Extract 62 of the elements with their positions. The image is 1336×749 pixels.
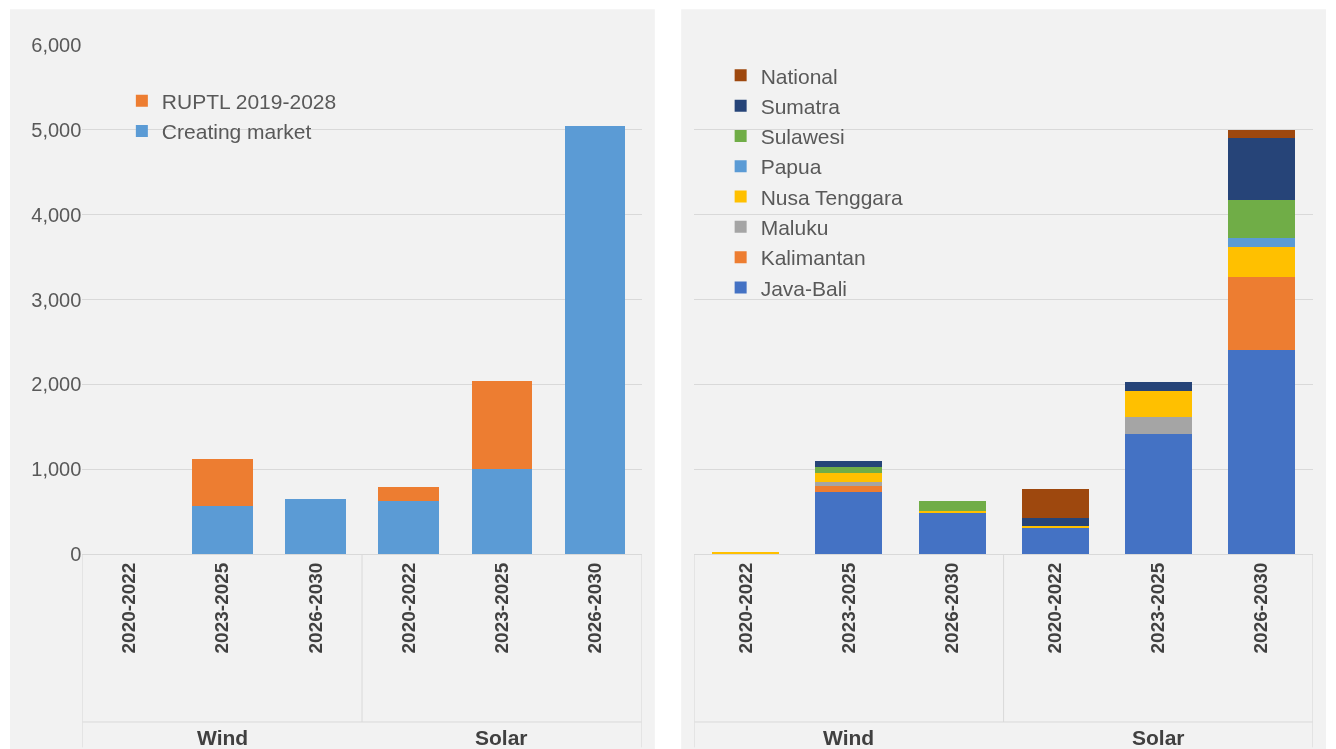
bar <box>918 500 986 512</box>
y-tick-label: 4,000 <box>31 203 82 226</box>
legend-label: Java-Bali <box>760 276 848 300</box>
legend-label: Nusa Tenggara <box>760 185 904 209</box>
text: Solar <box>1132 726 1185 749</box>
y-tick-label: 0 <box>70 543 82 565</box>
bar <box>815 491 883 554</box>
bar <box>191 459 253 507</box>
legend-label: Kalimantan <box>760 246 866 270</box>
bar <box>1021 517 1089 527</box>
bar <box>1227 199 1295 238</box>
x-tick-label: 2026-2030 <box>584 562 606 654</box>
legend-label: Sulawesi <box>760 125 845 149</box>
x-tick-label: 2020-2022 <box>118 562 140 654</box>
y-tick-label: 1,000 <box>31 458 82 481</box>
bar <box>378 486 439 501</box>
legend-label: Maluku <box>760 216 829 240</box>
bar <box>1227 350 1295 554</box>
text: Wind <box>197 726 249 749</box>
text: Solar <box>475 726 528 749</box>
legend-label: National <box>760 64 838 88</box>
x-tick-label: 2026-2030 <box>1250 562 1272 654</box>
bar <box>471 468 533 554</box>
bar <box>1227 238 1295 248</box>
x-tick-label: 2023-2025 <box>491 562 513 654</box>
legend-label: Creating market <box>161 120 312 144</box>
legend-label: Papua <box>760 155 822 179</box>
y-tick-label: 6,000 <box>31 34 82 56</box>
text: Wind <box>823 726 875 749</box>
bar <box>191 506 253 554</box>
y-tick-label: 3,000 <box>31 288 82 311</box>
bar <box>1124 434 1192 554</box>
bar <box>815 485 883 492</box>
x-tick-label: 2026-2030 <box>304 562 326 654</box>
bar <box>815 481 883 486</box>
bar <box>1124 391 1192 417</box>
bar <box>1227 247 1295 277</box>
x-tick-label: 2023-2025 <box>211 562 233 654</box>
x-tick-label: 2026-2030 <box>941 562 963 654</box>
bar <box>471 380 533 469</box>
x-tick-label: 2023-2025 <box>1147 562 1169 654</box>
bar <box>918 512 986 554</box>
bar <box>815 473 883 482</box>
x-tick-label: 2023-2025 <box>838 562 860 654</box>
legend-label: Sumatra <box>760 94 841 118</box>
bar <box>1227 138 1295 200</box>
bar <box>1227 129 1295 139</box>
bar <box>1124 382 1192 392</box>
x-tick-label: 2020-2022 <box>735 562 757 654</box>
bar <box>564 126 626 554</box>
bar <box>1227 276 1295 351</box>
bar <box>1021 527 1089 554</box>
y-tick-label: 5,000 <box>31 118 82 141</box>
legend-label: RUPTL 2019-2028 <box>161 89 337 113</box>
bar <box>378 500 439 554</box>
x-tick-label: 2020-2022 <box>397 562 419 654</box>
x-tick-label: 2020-2022 <box>1044 562 1066 654</box>
bar <box>1124 416 1192 435</box>
y-tick-label: 2,000 <box>31 373 82 396</box>
bar <box>1021 489 1089 518</box>
bar <box>285 498 346 554</box>
bar <box>815 467 883 474</box>
